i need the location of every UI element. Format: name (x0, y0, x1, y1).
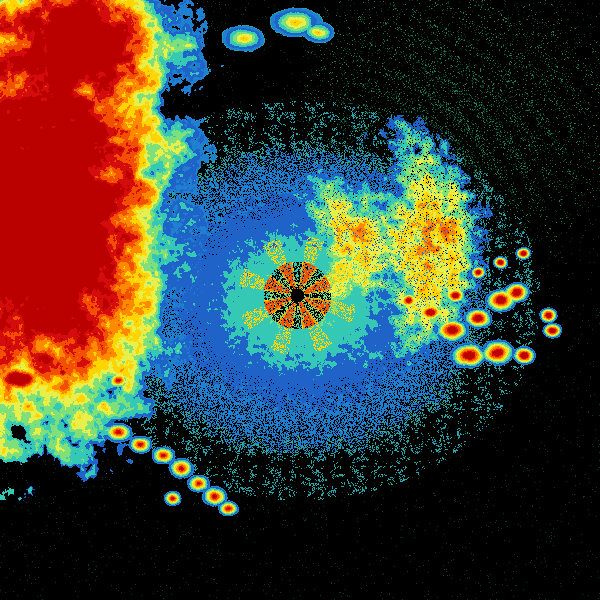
radar-reflectivity-canvas (0, 0, 600, 600)
radar-reflectivity-image (0, 0, 600, 600)
